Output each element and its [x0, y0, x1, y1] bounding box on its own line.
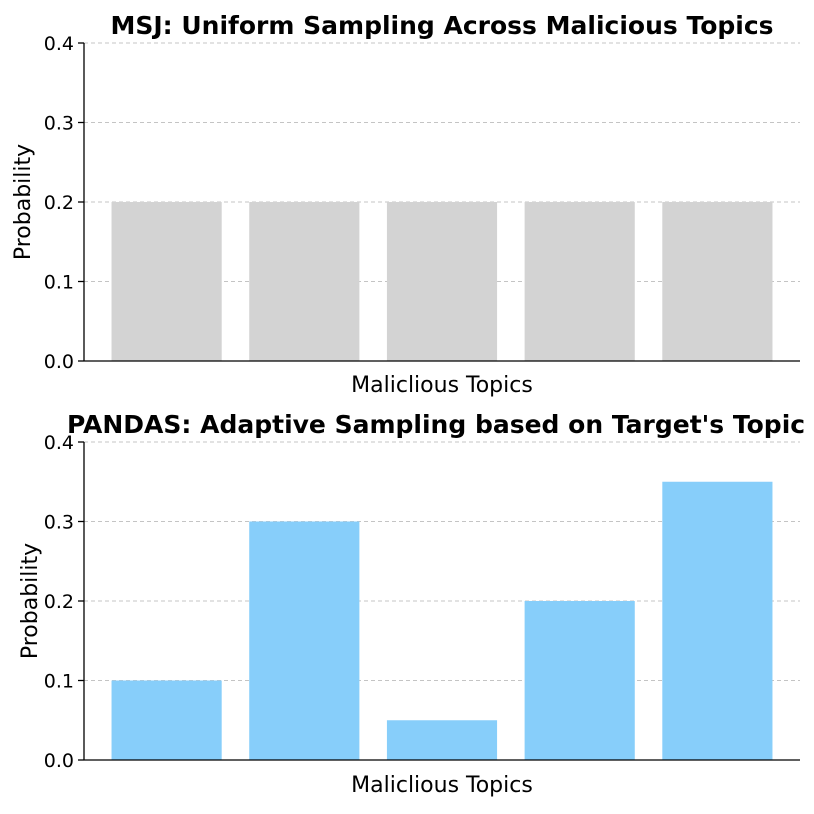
bars	[111, 481, 773, 760]
bar	[386, 202, 498, 361]
y-tick-label: 0.1	[44, 272, 74, 294]
y-tick-label: 0.4	[44, 33, 74, 55]
y-tick-label: 0.2	[44, 192, 74, 214]
bar	[249, 521, 360, 760]
bar	[111, 680, 222, 760]
y-tick-label: 0.3	[44, 113, 74, 135]
y-axis-label: Probability	[11, 144, 36, 260]
y-tick-label: 0.2	[44, 591, 74, 613]
chart-title: PANDAS: Adaptive Sampling based on Targe…	[67, 410, 805, 439]
bar	[524, 202, 635, 361]
bars	[111, 202, 773, 361]
bar	[662, 202, 773, 361]
y-ticks: 0.0 0.1 0.2 0.3 0.4	[44, 432, 84, 772]
msj-chart: MSJ: Uniform Sampling Across Malicious T…	[11, 11, 800, 398]
y-ticks: 0.0 0.1 0.2 0.3 0.4	[44, 33, 84, 373]
y-tick-label: 0.0	[44, 351, 74, 373]
bar	[249, 202, 360, 361]
x-axis-label: Maliclious Topics	[351, 373, 533, 398]
y-tick-label: 0.3	[44, 512, 74, 534]
bar	[386, 720, 498, 760]
y-axis-label: Probability	[18, 543, 43, 659]
y-tick-label: 0.0	[44, 750, 74, 772]
chart-title: MSJ: Uniform Sampling Across Malicious T…	[110, 11, 773, 40]
y-tick-label: 0.4	[44, 432, 74, 454]
y-tick-label: 0.1	[44, 671, 74, 693]
bar	[662, 481, 773, 760]
pandas-chart: PANDAS: Adaptive Sampling based on Targe…	[18, 410, 805, 798]
bar	[524, 601, 635, 760]
bar	[111, 202, 222, 361]
x-axis-label: Maliclious Topics	[351, 773, 533, 798]
